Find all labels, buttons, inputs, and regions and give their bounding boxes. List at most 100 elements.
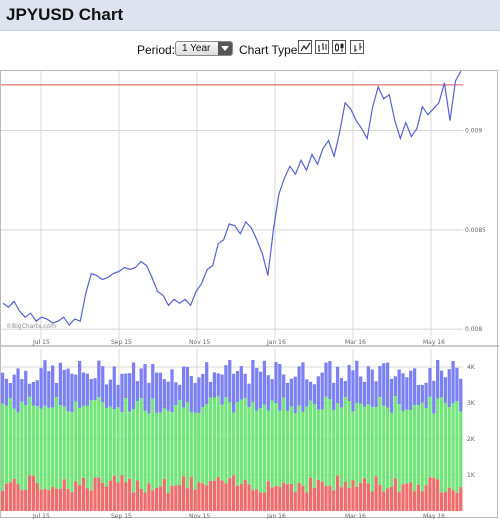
volume-bar-lower <box>74 481 78 511</box>
price-x-tick-label: Sep 15 <box>111 339 132 346</box>
volume-bar-upper <box>266 375 270 411</box>
volume-bar-middle <box>382 405 386 492</box>
volume-bar-lower <box>147 483 151 511</box>
volume-bar-lower <box>262 492 267 511</box>
volume-y-tick-label: 3K <box>467 400 476 407</box>
price-y-tick-label: 0.0085 <box>465 227 486 234</box>
volume-bar-middle <box>401 410 405 485</box>
price-x-tick-label: Jul 15 <box>32 339 50 346</box>
volume-bar-middle <box>266 410 270 482</box>
volume-bar-upper <box>112 366 116 409</box>
volume-bar-upper <box>274 362 278 404</box>
volume-bar-upper <box>355 360 359 403</box>
volume-bar-middle <box>181 407 186 477</box>
volume-bar-lower <box>235 485 240 511</box>
volume-bar-middle <box>274 403 278 486</box>
volume-bar-lower <box>208 481 213 511</box>
volume-bar-upper <box>420 384 424 403</box>
price-y-tick-label: 0.009 <box>465 128 482 135</box>
volume-bar-middle <box>305 406 309 493</box>
volume-bar-middle <box>185 402 190 489</box>
volume-bar-lower <box>205 485 209 511</box>
volume-bar-lower <box>174 485 178 511</box>
period-select[interactable]: 1 Year <box>175 41 233 56</box>
volume-bar-lower <box>282 482 286 511</box>
volume-bar-middle <box>335 403 340 476</box>
volume-bar-upper <box>89 379 93 401</box>
volume-bar-lower <box>185 488 190 511</box>
volume-bar-upper <box>58 362 62 406</box>
volume-bar-upper <box>255 367 259 411</box>
volume-bar-middle <box>224 397 228 484</box>
volume-bar-upper <box>247 383 251 408</box>
volume-bar-middle <box>397 404 401 493</box>
volume-bar-lower <box>351 480 355 511</box>
volume-bar-upper <box>35 380 39 407</box>
chart-type-ohlc-button[interactable] <box>315 40 329 54</box>
volume-bar-upper <box>216 373 220 397</box>
volume-bar-upper <box>332 382 336 411</box>
line-chart-icon <box>300 42 311 52</box>
volume-bar-middle <box>201 407 205 484</box>
volume-bar-middle <box>320 409 324 482</box>
volume-bar-lower <box>278 486 282 511</box>
volume-bar-lower <box>370 491 374 511</box>
volume-bar-lower <box>378 484 382 511</box>
chart-type-candlestick-button[interactable] <box>332 40 346 54</box>
volume-bar-middle <box>374 407 378 477</box>
volume-bar-upper <box>74 374 78 402</box>
volume-bar-middle <box>101 402 105 484</box>
volume-bar-upper <box>335 366 340 404</box>
volume-bar-lower <box>216 477 220 511</box>
volume-bar-upper <box>443 377 447 403</box>
volume-bar-middle <box>409 409 413 483</box>
volume-bar-lower <box>47 490 51 511</box>
volume-bar-lower <box>412 491 417 511</box>
volume-bar-middle <box>193 412 197 490</box>
volume-bar-upper <box>359 376 363 404</box>
volume-bar-middle <box>243 397 247 481</box>
volume-bar-upper <box>47 371 51 408</box>
chart-type-line-button[interactable] <box>298 40 312 54</box>
volume-bar-lower <box>374 476 378 511</box>
volume-bar-middle <box>85 405 89 489</box>
volume-bar-upper <box>178 384 182 401</box>
price-x-ticks: Jul 15 Sep 15 Nov 15 Jan 16 Mar 16 May 16 <box>32 339 445 346</box>
volume-bar-upper <box>143 364 147 411</box>
volume-bar-middle <box>151 398 155 491</box>
volume-bar-upper <box>108 379 113 407</box>
volume-bar-middle <box>108 406 113 481</box>
volume-bar-lower <box>70 492 74 511</box>
volume-bar-upper <box>224 365 228 398</box>
volume-bar-middle <box>332 410 336 491</box>
volume-bar-upper <box>70 373 74 413</box>
volume-bar-middle <box>343 397 347 482</box>
volume-bar-lower <box>62 479 66 511</box>
volume-bar-lower <box>347 488 351 511</box>
volume-bar-upper <box>43 360 47 406</box>
volume-bar-middle <box>62 406 66 480</box>
volume-bar-middle <box>197 413 201 483</box>
volume-bar-middle <box>416 405 421 485</box>
volume-bar-upper <box>386 362 390 408</box>
volume-bar-middle <box>420 402 424 492</box>
volume-bar-middle <box>255 410 259 490</box>
volume-bar-upper <box>31 381 36 406</box>
volume-bar-lower <box>451 490 455 511</box>
volume-bar-middle <box>66 411 70 489</box>
volume-bar-lower <box>459 487 463 511</box>
volume-bar-upper <box>170 369 174 413</box>
volume-bar-middle <box>208 397 213 482</box>
chart-type-hlc-button[interactable] <box>350 40 364 54</box>
volume-bar-middle <box>235 402 240 486</box>
volume-bar-lower <box>362 478 367 511</box>
volume-bar-lower <box>416 484 421 511</box>
volume-bar-lower <box>89 490 93 511</box>
volume-bar-lower <box>85 488 89 511</box>
volume-bar-upper <box>401 373 405 411</box>
volume-bar-lower <box>81 477 86 511</box>
volume-bar-upper <box>439 370 444 398</box>
volume-bar-lower <box>316 479 320 511</box>
volume-bar-middle <box>289 406 293 484</box>
volume-bar-upper <box>185 366 190 403</box>
